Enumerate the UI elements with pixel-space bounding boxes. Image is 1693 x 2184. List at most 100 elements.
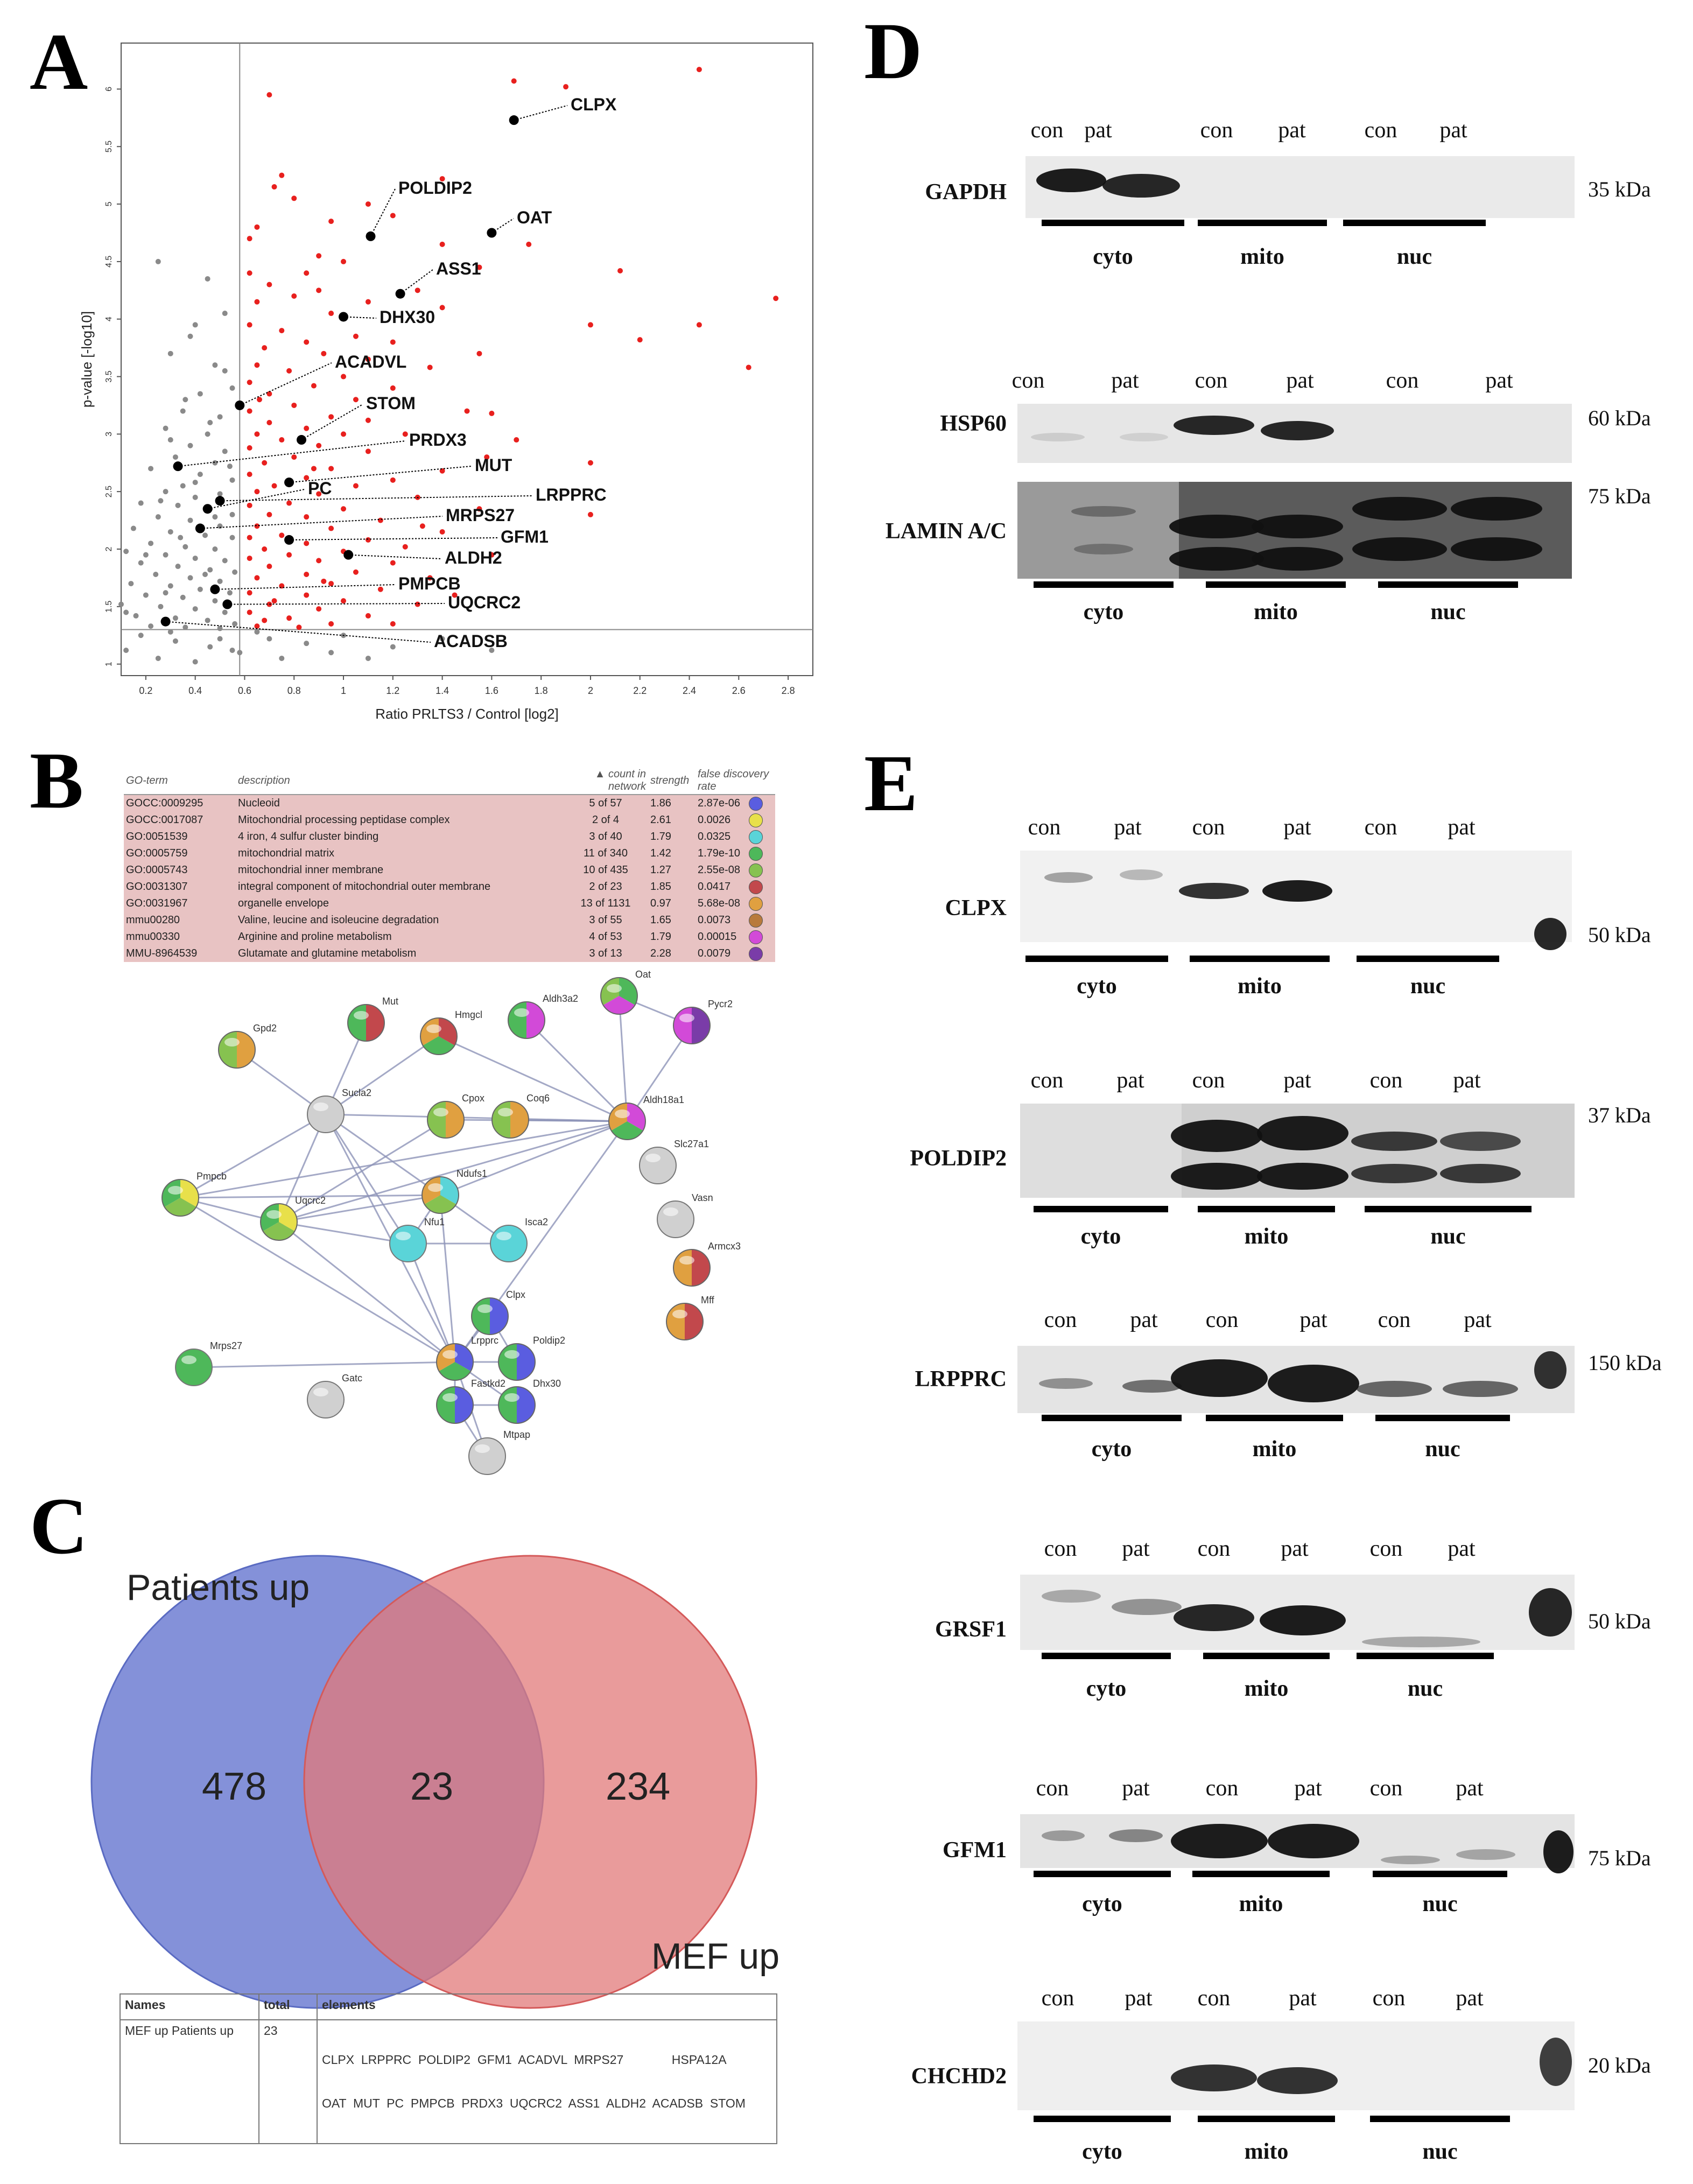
lane-label: con — [1192, 815, 1225, 840]
protein-name: LRPPRC — [915, 1367, 1007, 1392]
x-axis-label: Ratio PRLTS3 / Control [log2] — [375, 706, 559, 722]
significant-point — [291, 195, 297, 201]
fraction-bar — [1042, 220, 1184, 226]
go-fdr-value: 0.0079 — [698, 947, 731, 959]
protein-name: CLPX — [945, 896, 1007, 921]
significant-point — [439, 305, 445, 311]
significant-point — [247, 556, 252, 561]
network-node-label: Isca2 — [525, 1217, 548, 1227]
lane-label: pat — [1456, 1776, 1484, 1801]
go-table-row: GO:0005743 mitochondrial inner membrane 10… — [124, 862, 775, 879]
nonsignificant-point — [143, 592, 149, 598]
go-strength: 1.42 — [648, 845, 696, 862]
nonsignificant-point — [175, 564, 181, 570]
lane-label: con — [1042, 1986, 1074, 2011]
network-node-label: Oat — [635, 969, 651, 980]
blot-band — [1071, 506, 1136, 517]
nonsignificant-point — [138, 500, 144, 506]
significant-point — [254, 523, 260, 529]
fraction-label: cyto — [1081, 1224, 1121, 1249]
go-description: Mitochondrial processing peptidase compl… — [236, 812, 563, 828]
significant-point — [286, 552, 292, 558]
x-tick-label: 2.6 — [732, 685, 746, 696]
blot-band — [1262, 880, 1332, 902]
network-node-highlight — [428, 1183, 443, 1192]
blot-band — [1042, 1590, 1101, 1603]
go-fdr: 2.87e-06 — [696, 795, 775, 812]
fraction-bar — [1042, 1653, 1171, 1659]
nonsignificant-point — [205, 431, 210, 437]
blot-band — [1112, 1599, 1182, 1615]
nonsignificant-point — [123, 549, 129, 554]
nonsignificant-point — [172, 638, 178, 644]
go-strength: 2.28 — [648, 945, 696, 962]
significant-point — [316, 253, 322, 259]
labeled-point — [343, 550, 354, 560]
network-node-slice — [517, 1344, 535, 1380]
nonsignificant-point — [266, 636, 272, 642]
fraction-label: cyto — [1082, 1892, 1122, 1916]
nonsignificant-point — [197, 472, 203, 477]
nonsignificant-point — [155, 258, 161, 264]
fraction-bar — [1198, 2116, 1335, 2122]
network-node-highlight — [679, 1014, 694, 1022]
significant-point — [328, 414, 334, 420]
significant-point — [452, 592, 458, 598]
network-node-outline — [498, 1343, 536, 1381]
blot-band — [1174, 416, 1254, 435]
go-term: mmu00330 — [124, 929, 236, 945]
nonsignificant-point — [148, 623, 154, 629]
go-fdr: 0.00015 — [696, 929, 775, 945]
protein-name: LAMIN A/C — [886, 519, 1007, 544]
go-fdr: 5.68e-08 — [696, 895, 775, 912]
blot-band — [1261, 421, 1334, 440]
go-color-swatch — [749, 896, 763, 911]
significant-point — [365, 537, 371, 543]
significant-point — [484, 454, 490, 460]
blot-band — [1351, 1132, 1437, 1151]
significant-point — [247, 380, 252, 385]
network-node-outline — [491, 1101, 529, 1139]
network-node-highlight — [672, 1310, 687, 1318]
significant-point — [419, 523, 425, 529]
fraction-label: nuc — [1425, 1437, 1460, 1462]
label-leader-line — [289, 466, 472, 483]
significant-point — [402, 544, 408, 550]
go-table-row: GOCC:0017087 Mitochondrial processing pep… — [124, 812, 775, 828]
nonsignificant-point — [172, 615, 178, 621]
nonsignificant-point — [279, 655, 285, 661]
significant-point — [365, 417, 371, 423]
nonsignificant-point — [163, 425, 168, 431]
go-fdr: 0.0417 — [696, 879, 775, 895]
significant-point — [247, 270, 252, 276]
significant-point — [262, 617, 268, 623]
protein-label: DHX30 — [380, 307, 435, 327]
significant-point — [328, 525, 334, 531]
significant-point — [257, 397, 262, 403]
fraction-label: cyto — [1082, 2139, 1122, 2164]
blot-membrane — [1017, 482, 1179, 579]
network-node-slice — [446, 1101, 464, 1138]
fraction-bar — [1343, 220, 1486, 226]
label-leader-line — [289, 537, 498, 540]
nonsignificant-point — [227, 590, 233, 596]
labeled-point — [210, 584, 220, 594]
lane-label: con — [1365, 815, 1397, 840]
protein-label: GFM1 — [501, 527, 549, 546]
nonsignificant-point — [123, 648, 129, 653]
nonsignificant-point — [138, 560, 144, 566]
network-node-outline — [508, 1001, 545, 1039]
blot-band — [1451, 537, 1542, 561]
network-node-highlight — [504, 1393, 519, 1402]
protein-label: STOM — [366, 394, 416, 413]
fraction-label: cyto — [1092, 1437, 1132, 1462]
nonsignificant-point — [148, 466, 154, 472]
network-node-outline — [422, 1176, 459, 1214]
blot-band — [1169, 515, 1264, 538]
go-header-count-text: count in network — [608, 768, 646, 792]
protein-name: GAPDH — [925, 180, 1007, 205]
label-leader-line — [220, 495, 533, 502]
go-term: GO:0051539 — [124, 828, 236, 845]
significant-point — [365, 299, 371, 305]
